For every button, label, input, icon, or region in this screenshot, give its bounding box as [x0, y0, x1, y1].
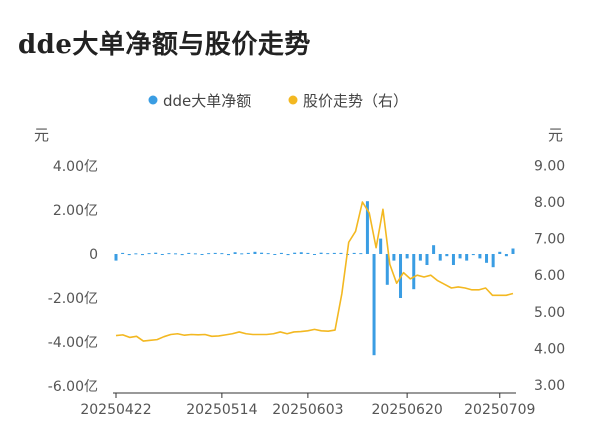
bar [286, 254, 290, 256]
x-tick-label: 20250422 [80, 402, 151, 418]
bar [326, 253, 330, 255]
left-tick-label: -4.00亿 [48, 335, 98, 351]
x-tick-label: 20250603 [272, 402, 343, 418]
bar [127, 254, 131, 256]
price-line [115, 201, 514, 342]
bar [180, 254, 184, 256]
bar [432, 245, 436, 254]
right-tick-label: 8.00 [534, 195, 565, 211]
bar [372, 254, 376, 356]
bar [412, 254, 416, 290]
right-axis-ticks: 9.00 8.00 7.00 6.00 5.00 4.00 3.00 [534, 158, 565, 394]
bar [313, 254, 316, 255]
bar [445, 254, 449, 257]
left-tick-label: 2.00亿 [53, 203, 98, 219]
x-tick-label: 20250620 [372, 402, 443, 418]
bar [160, 254, 164, 255]
bar [266, 253, 270, 255]
bar [306, 252, 310, 254]
bar [207, 253, 211, 255]
line-series [115, 201, 514, 342]
bar [465, 254, 469, 261]
bar [193, 253, 197, 255]
left-axis-unit: 元 [34, 126, 49, 144]
bar [200, 254, 204, 255]
bar [478, 254, 482, 259]
bar [458, 254, 462, 259]
right-tick-label: 3.00 [534, 378, 565, 394]
x-tick-label: 20250514 [186, 402, 257, 418]
left-axis-ticks: 4.00亿 2.00亿 0 -2.00亿 -4.00亿 -6.00亿 [48, 159, 98, 395]
bar [253, 251, 257, 254]
legend-swatch-line [288, 95, 298, 105]
right-tick-label: 7.00 [534, 232, 565, 248]
right-tick-label: 6.00 [534, 268, 565, 284]
bar [246, 252, 250, 254]
bar [134, 253, 138, 255]
bar [279, 252, 283, 254]
bar [339, 252, 343, 254]
right-tick-label: 9.00 [534, 158, 565, 174]
left-tick-label: 0 [89, 247, 98, 263]
bar [352, 252, 356, 254]
bar [491, 254, 495, 268]
bar [167, 253, 171, 255]
bar [260, 252, 264, 254]
x-tick-label: 20250709 [464, 402, 535, 418]
bar [240, 253, 244, 255]
bar [385, 254, 389, 285]
bar [498, 251, 502, 254]
bar [187, 252, 191, 254]
bar [359, 253, 363, 255]
bar [511, 248, 515, 254]
bar [365, 201, 369, 254]
bar [451, 254, 455, 265]
bar [392, 254, 396, 261]
bar [273, 254, 277, 255]
bar [154, 252, 158, 254]
legend-label-line[interactable]: 股价走势（右） [303, 92, 408, 110]
bar [233, 252, 237, 254]
bar [147, 253, 151, 255]
legend-label-bar[interactable]: dde大单净额 [163, 92, 251, 110]
legend-swatch-bar [148, 95, 158, 105]
bar [425, 254, 429, 265]
bar [174, 253, 178, 255]
left-tick-label: -6.00亿 [48, 379, 98, 395]
bar [220, 253, 224, 255]
bar [471, 254, 475, 256]
right-axis-unit: 元 [548, 126, 563, 144]
bar [299, 252, 303, 254]
bar [485, 254, 489, 263]
bar [213, 252, 217, 254]
bar [293, 252, 297, 254]
bar [121, 252, 125, 254]
bar [405, 254, 409, 259]
x-axis: 20250422 20250514 20250603 20250620 20250709 [80, 392, 535, 418]
bar [504, 254, 508, 257]
bar [226, 254, 230, 256]
bar [114, 254, 118, 261]
chart-title: dde大单净额与股价走势 [18, 30, 311, 60]
left-tick-label: 4.00亿 [53, 159, 98, 175]
right-tick-label: 5.00 [534, 305, 565, 321]
right-tick-label: 4.00 [534, 341, 565, 357]
bar [332, 252, 336, 254]
bar [379, 238, 383, 254]
left-tick-label: -2.00亿 [48, 291, 98, 307]
bar [438, 254, 442, 261]
bar-series [114, 201, 515, 356]
bar [418, 254, 422, 261]
bar [319, 252, 323, 254]
bar [140, 254, 144, 256]
legend: dde大单净额 股价走势（右） [148, 92, 408, 110]
